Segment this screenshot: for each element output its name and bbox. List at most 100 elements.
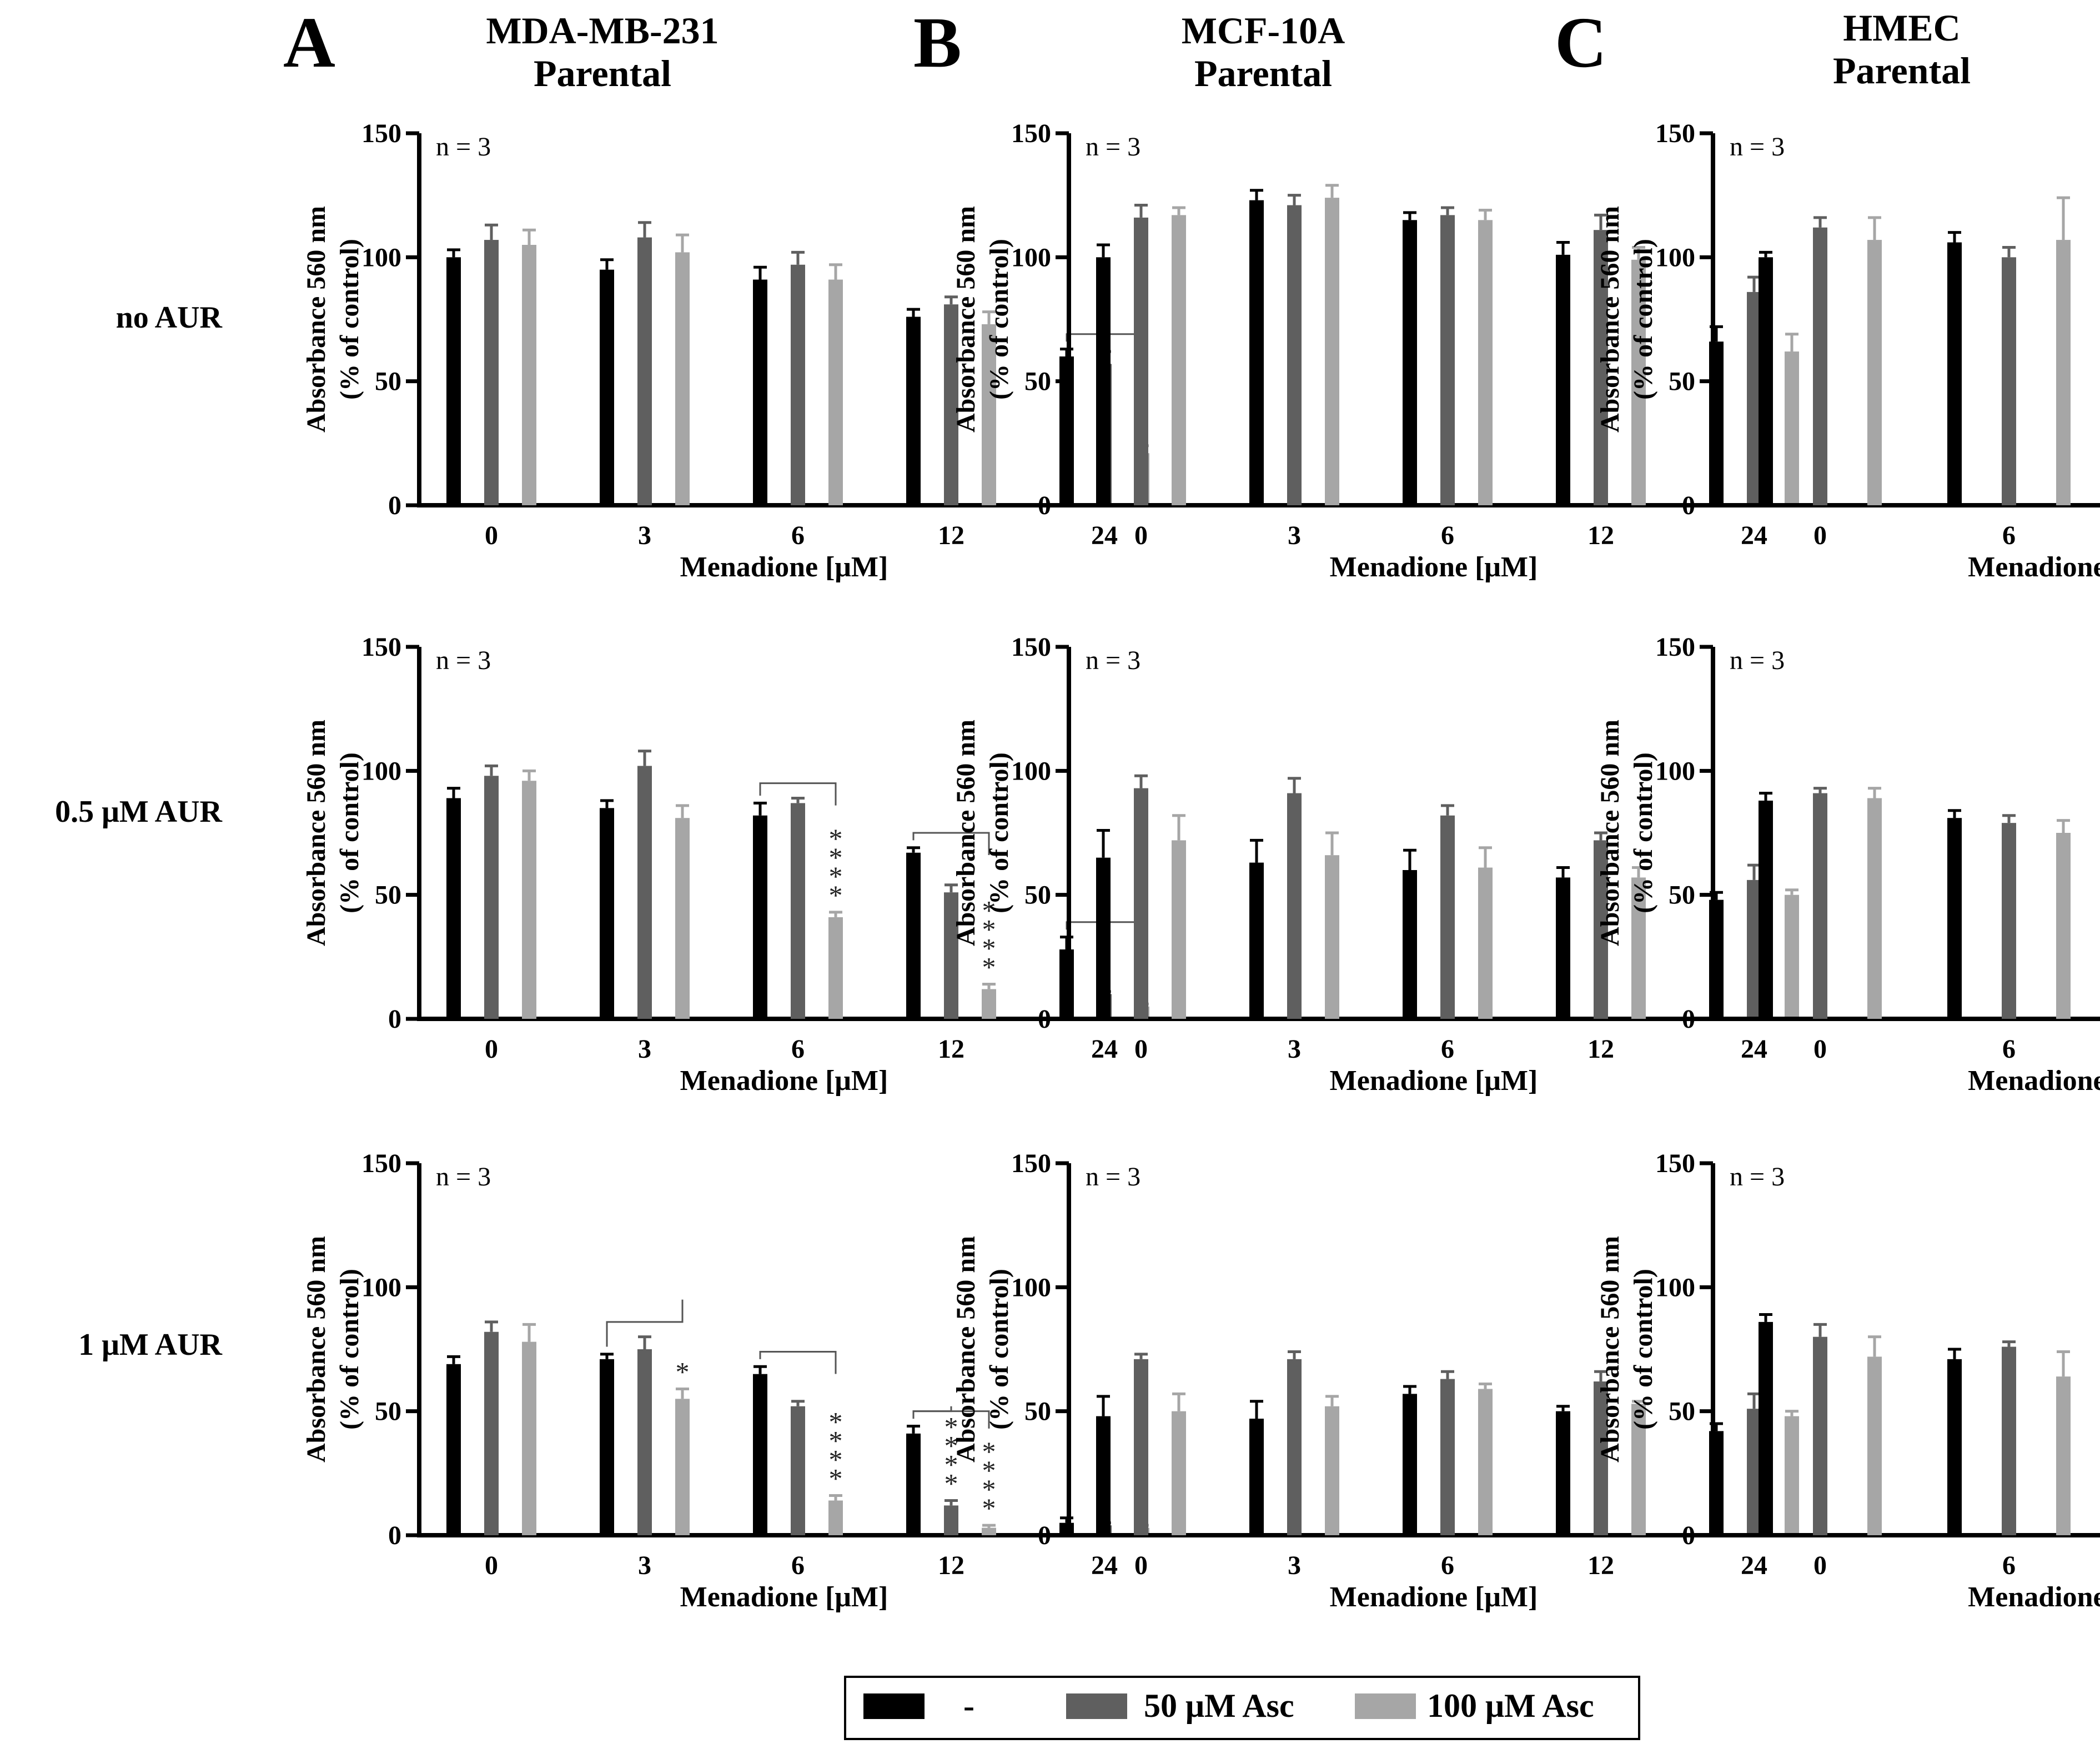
x-tick-label: 0	[1134, 1034, 1148, 1064]
bar	[446, 1364, 461, 1535]
y-tick-label: 100	[1655, 756, 1695, 786]
bar	[675, 252, 690, 505]
bar	[2002, 257, 2016, 505]
y-axis-label-line2: (% of control)	[984, 752, 1014, 913]
x-tick-label: 0	[1813, 1551, 1827, 1580]
bar	[1134, 1359, 1148, 1535]
y-tick-label: 0	[1682, 1521, 1695, 1550]
x-tick-label: 12	[938, 1034, 964, 1064]
y-axis-label-line2: (% of control)	[984, 1269, 1014, 1430]
x-tick-label: 6	[1441, 521, 1454, 550]
n-label: n = 3	[436, 1162, 491, 1192]
x-tick-label: 6	[1441, 1034, 1454, 1064]
bar	[753, 1374, 767, 1535]
y-tick-label: 100	[1011, 1273, 1051, 1302]
bar	[1867, 798, 1882, 1019]
x-tick-label: 12	[1587, 1551, 1614, 1580]
panel-c-1-aur: 0 50 100 150 Absorbance 560 nm (% of control)…	[1595, 1149, 2100, 1613]
x-axis-label: Menadione [μM]	[1330, 551, 1538, 583]
significance-star: *	[982, 1492, 996, 1524]
y-axis-label-line1: Absorbance 560 nm	[1595, 1236, 1625, 1462]
y-axis-label-line2: (% of control)	[1629, 1269, 1658, 1430]
bar	[1325, 855, 1339, 1019]
bar	[600, 1359, 614, 1535]
y-axis-label-line1: Absorbance 560 nm	[302, 206, 331, 433]
bar	[1287, 1359, 1302, 1535]
y-tick-label: 150	[1011, 632, 1051, 662]
column-title-b-line2: Parental	[1194, 52, 1332, 94]
x-tick-label: 6	[2002, 521, 2016, 550]
x-tick-label: 0	[485, 1551, 498, 1580]
bar	[1325, 198, 1339, 506]
y-tick-label: 0	[1038, 1521, 1051, 1550]
y-tick-label: 150	[361, 632, 401, 662]
x-tick-label: 12	[1587, 1034, 1614, 1064]
bar	[484, 1331, 499, 1535]
bar	[1134, 217, 1148, 505]
bar	[1785, 894, 1799, 1019]
y-tick-label: 50	[1669, 1397, 1695, 1426]
bar	[906, 316, 921, 505]
bar	[944, 1505, 958, 1535]
bar	[1813, 793, 1827, 1019]
y-tick-label: 0	[388, 491, 401, 520]
bar	[982, 324, 996, 505]
y-axis-label-line2: (% of control)	[335, 239, 364, 400]
legend: - 50 μM Asc 100 μM Asc	[844, 1676, 1640, 1740]
row-label-1-aur: 1 μM AUR	[78, 1328, 222, 1362]
bar	[1249, 862, 1264, 1019]
significance-star: *	[676, 1356, 690, 1387]
bar	[522, 781, 536, 1019]
y-tick-label: 50	[375, 881, 401, 910]
y-axis-label-line1: Absorbance 560 nm	[302, 1236, 331, 1462]
panel-c-05-aur: 0 50 100 150 Absorbance 560 nm (% of control)…	[1595, 632, 2100, 1097]
bar	[791, 1406, 805, 1535]
x-tick-label: 6	[791, 1034, 805, 1064]
bar	[2056, 1376, 2071, 1535]
significance-star: *	[829, 842, 843, 873]
x-tick-label: 3	[1288, 1034, 1301, 1064]
bar	[600, 269, 614, 505]
column-title-a-line1: MDA-MB-231	[486, 9, 719, 52]
bar	[1478, 220, 1493, 505]
x-axis-label: Menadione [μM]	[680, 1581, 888, 1613]
bar	[1134, 788, 1148, 1019]
x-axis-label: Menadione [μM]	[1968, 551, 2100, 583]
y-tick-label: 50	[1024, 881, 1051, 910]
bar	[1096, 257, 1111, 505]
bar	[484, 240, 499, 505]
significance-star: *	[982, 1455, 996, 1486]
significance-star: *	[829, 1463, 843, 1494]
bar	[1556, 877, 1570, 1019]
x-tick-label: 3	[1288, 1551, 1301, 1580]
x-tick-label: 24	[1091, 521, 1118, 550]
y-axis-label-line1: Absorbance 560 nm	[302, 720, 331, 946]
y-tick-label: 0	[1682, 491, 1695, 520]
bar	[944, 892, 958, 1019]
bar	[1249, 200, 1264, 506]
y-tick-label: 50	[375, 1397, 401, 1426]
n-label: n = 3	[1730, 646, 1785, 675]
bar	[1325, 1406, 1339, 1535]
panel-letter-b: B	[913, 3, 962, 83]
significance-star: *	[829, 1425, 843, 1456]
x-tick-label: 24	[1091, 1551, 1118, 1580]
significance-star: *	[982, 894, 996, 926]
n-label: n = 3	[1086, 132, 1141, 162]
significance-star: *	[945, 1411, 958, 1442]
bar	[446, 798, 461, 1019]
y-tick-label: 0	[388, 1004, 401, 1034]
x-tick-label: 24	[1091, 1034, 1118, 1064]
bar	[1403, 1394, 1417, 1535]
y-axis-label-line2: (% of control)	[1629, 239, 1658, 400]
bar	[753, 279, 767, 505]
significance-star: *	[945, 1430, 958, 1461]
x-tick-label: 0	[485, 1034, 498, 1064]
panel-c-no-aur: 0 50 100 150 Absorbance 560 nm (% of control)…	[1595, 119, 2100, 583]
y-tick-label: 150	[1011, 1149, 1051, 1178]
bar	[906, 1433, 921, 1535]
legend-label-50-asc: 50 μM Asc	[1144, 1687, 1294, 1724]
y-axis-label-line1: Absorbance 560 nm	[951, 720, 981, 946]
